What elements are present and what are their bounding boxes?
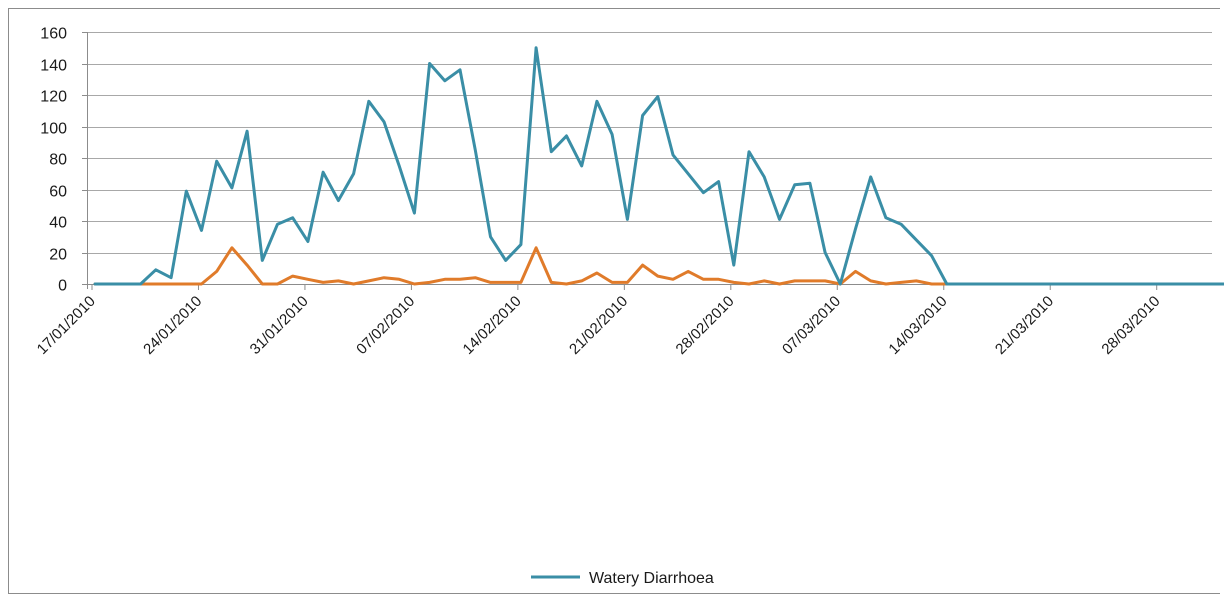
- legend: Watery Diarrhoea: [531, 570, 714, 587]
- x-tick-label: 31/01/2010: [247, 293, 312, 358]
- series-line-1: [93, 46, 1224, 286]
- x-tick-label: 07/02/2010: [353, 293, 418, 358]
- y-tick-label: 100: [40, 121, 67, 138]
- y-tick-label: 140: [40, 58, 67, 75]
- x-tick-label: 24/01/2010: [140, 293, 205, 358]
- x-tick-label: 21/02/2010: [566, 293, 631, 358]
- y-tick-label: 0: [58, 278, 67, 295]
- x-tick-label: 07/03/2010: [779, 293, 844, 358]
- x-tick-label: 17/01/2010: [34, 293, 99, 358]
- y-tick-label: 40: [49, 215, 67, 232]
- x-tick-label: 14/02/2010: [460, 293, 525, 358]
- y-tick-label: 80: [49, 152, 67, 169]
- legend-label: Watery Diarrhoea: [589, 570, 714, 587]
- gridlines: [87, 32, 1212, 285]
- y-tick-label: 20: [49, 247, 67, 264]
- chart-frame: [8, 8, 1220, 594]
- x-tick-label: 21/03/2010: [992, 293, 1057, 358]
- x-tick-label: 28/03/2010: [1098, 293, 1163, 358]
- y-tick-label: 60: [49, 184, 67, 201]
- y-tick-label: 160: [40, 26, 67, 43]
- y-tick-label: 120: [40, 89, 67, 106]
- x-tick-label: 28/02/2010: [673, 293, 738, 358]
- x-tick-label: 14/03/2010: [885, 293, 950, 358]
- series-lines: [93, 46, 1224, 286]
